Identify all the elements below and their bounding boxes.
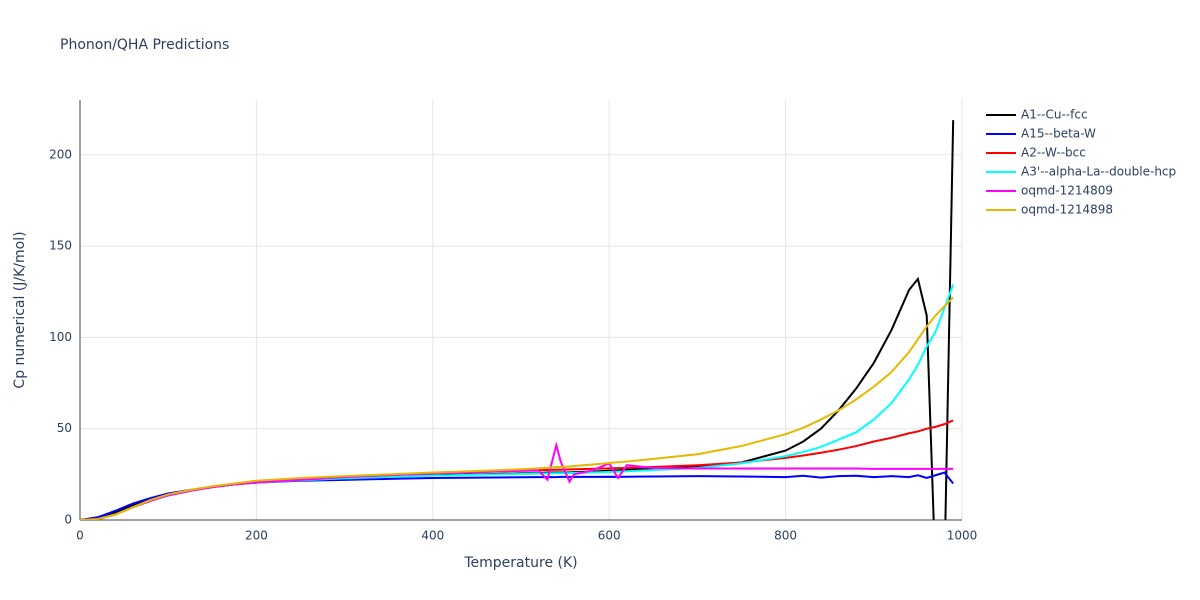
series-line xyxy=(80,284,955,520)
y-tick-label: 0 xyxy=(64,513,72,527)
legend-label[interactable]: A2--W--bcc xyxy=(1021,146,1086,160)
y-tick-label: 200 xyxy=(49,147,72,161)
x-tick-label: 600 xyxy=(598,529,621,543)
plot-area xyxy=(80,120,955,520)
y-axis-title: Cp numerical (J/K/mol) xyxy=(12,231,28,388)
series-line xyxy=(80,471,954,520)
legend-label[interactable]: A1--Cu--fcc xyxy=(1021,108,1088,122)
grid: 0 200 400 600 800 1000 0 50 100 150 200 xyxy=(49,100,977,543)
legend: A1--Cu--fcc A15--beta-W A2--W--bcc A3'--alp… xyxy=(986,108,1176,217)
x-axis-title: Temperature (K) xyxy=(463,555,577,571)
series-line xyxy=(80,441,954,520)
y-tick-label: 150 xyxy=(49,239,72,253)
series-line xyxy=(80,120,955,520)
legend-label[interactable]: A15--beta-W xyxy=(1021,127,1096,141)
legend-label[interactable]: oqmd-1214809 xyxy=(1021,184,1113,198)
y-tick-label: 50 xyxy=(57,421,72,435)
x-tick-label: 800 xyxy=(774,529,797,543)
y-tick-label: 100 xyxy=(49,330,72,344)
x-tick-label: 0 xyxy=(76,529,84,543)
x-tick-label: 1000 xyxy=(947,529,978,543)
chart-title: Phonon/QHA Predictions xyxy=(60,37,229,53)
x-tick-label: 200 xyxy=(245,529,268,543)
legend-label[interactable]: oqmd-1214898 xyxy=(1021,203,1113,217)
series-line xyxy=(80,296,954,520)
x-tick-label: 400 xyxy=(421,529,444,543)
legend-label[interactable]: A3'--alpha-La--double-hcp xyxy=(1021,165,1176,179)
